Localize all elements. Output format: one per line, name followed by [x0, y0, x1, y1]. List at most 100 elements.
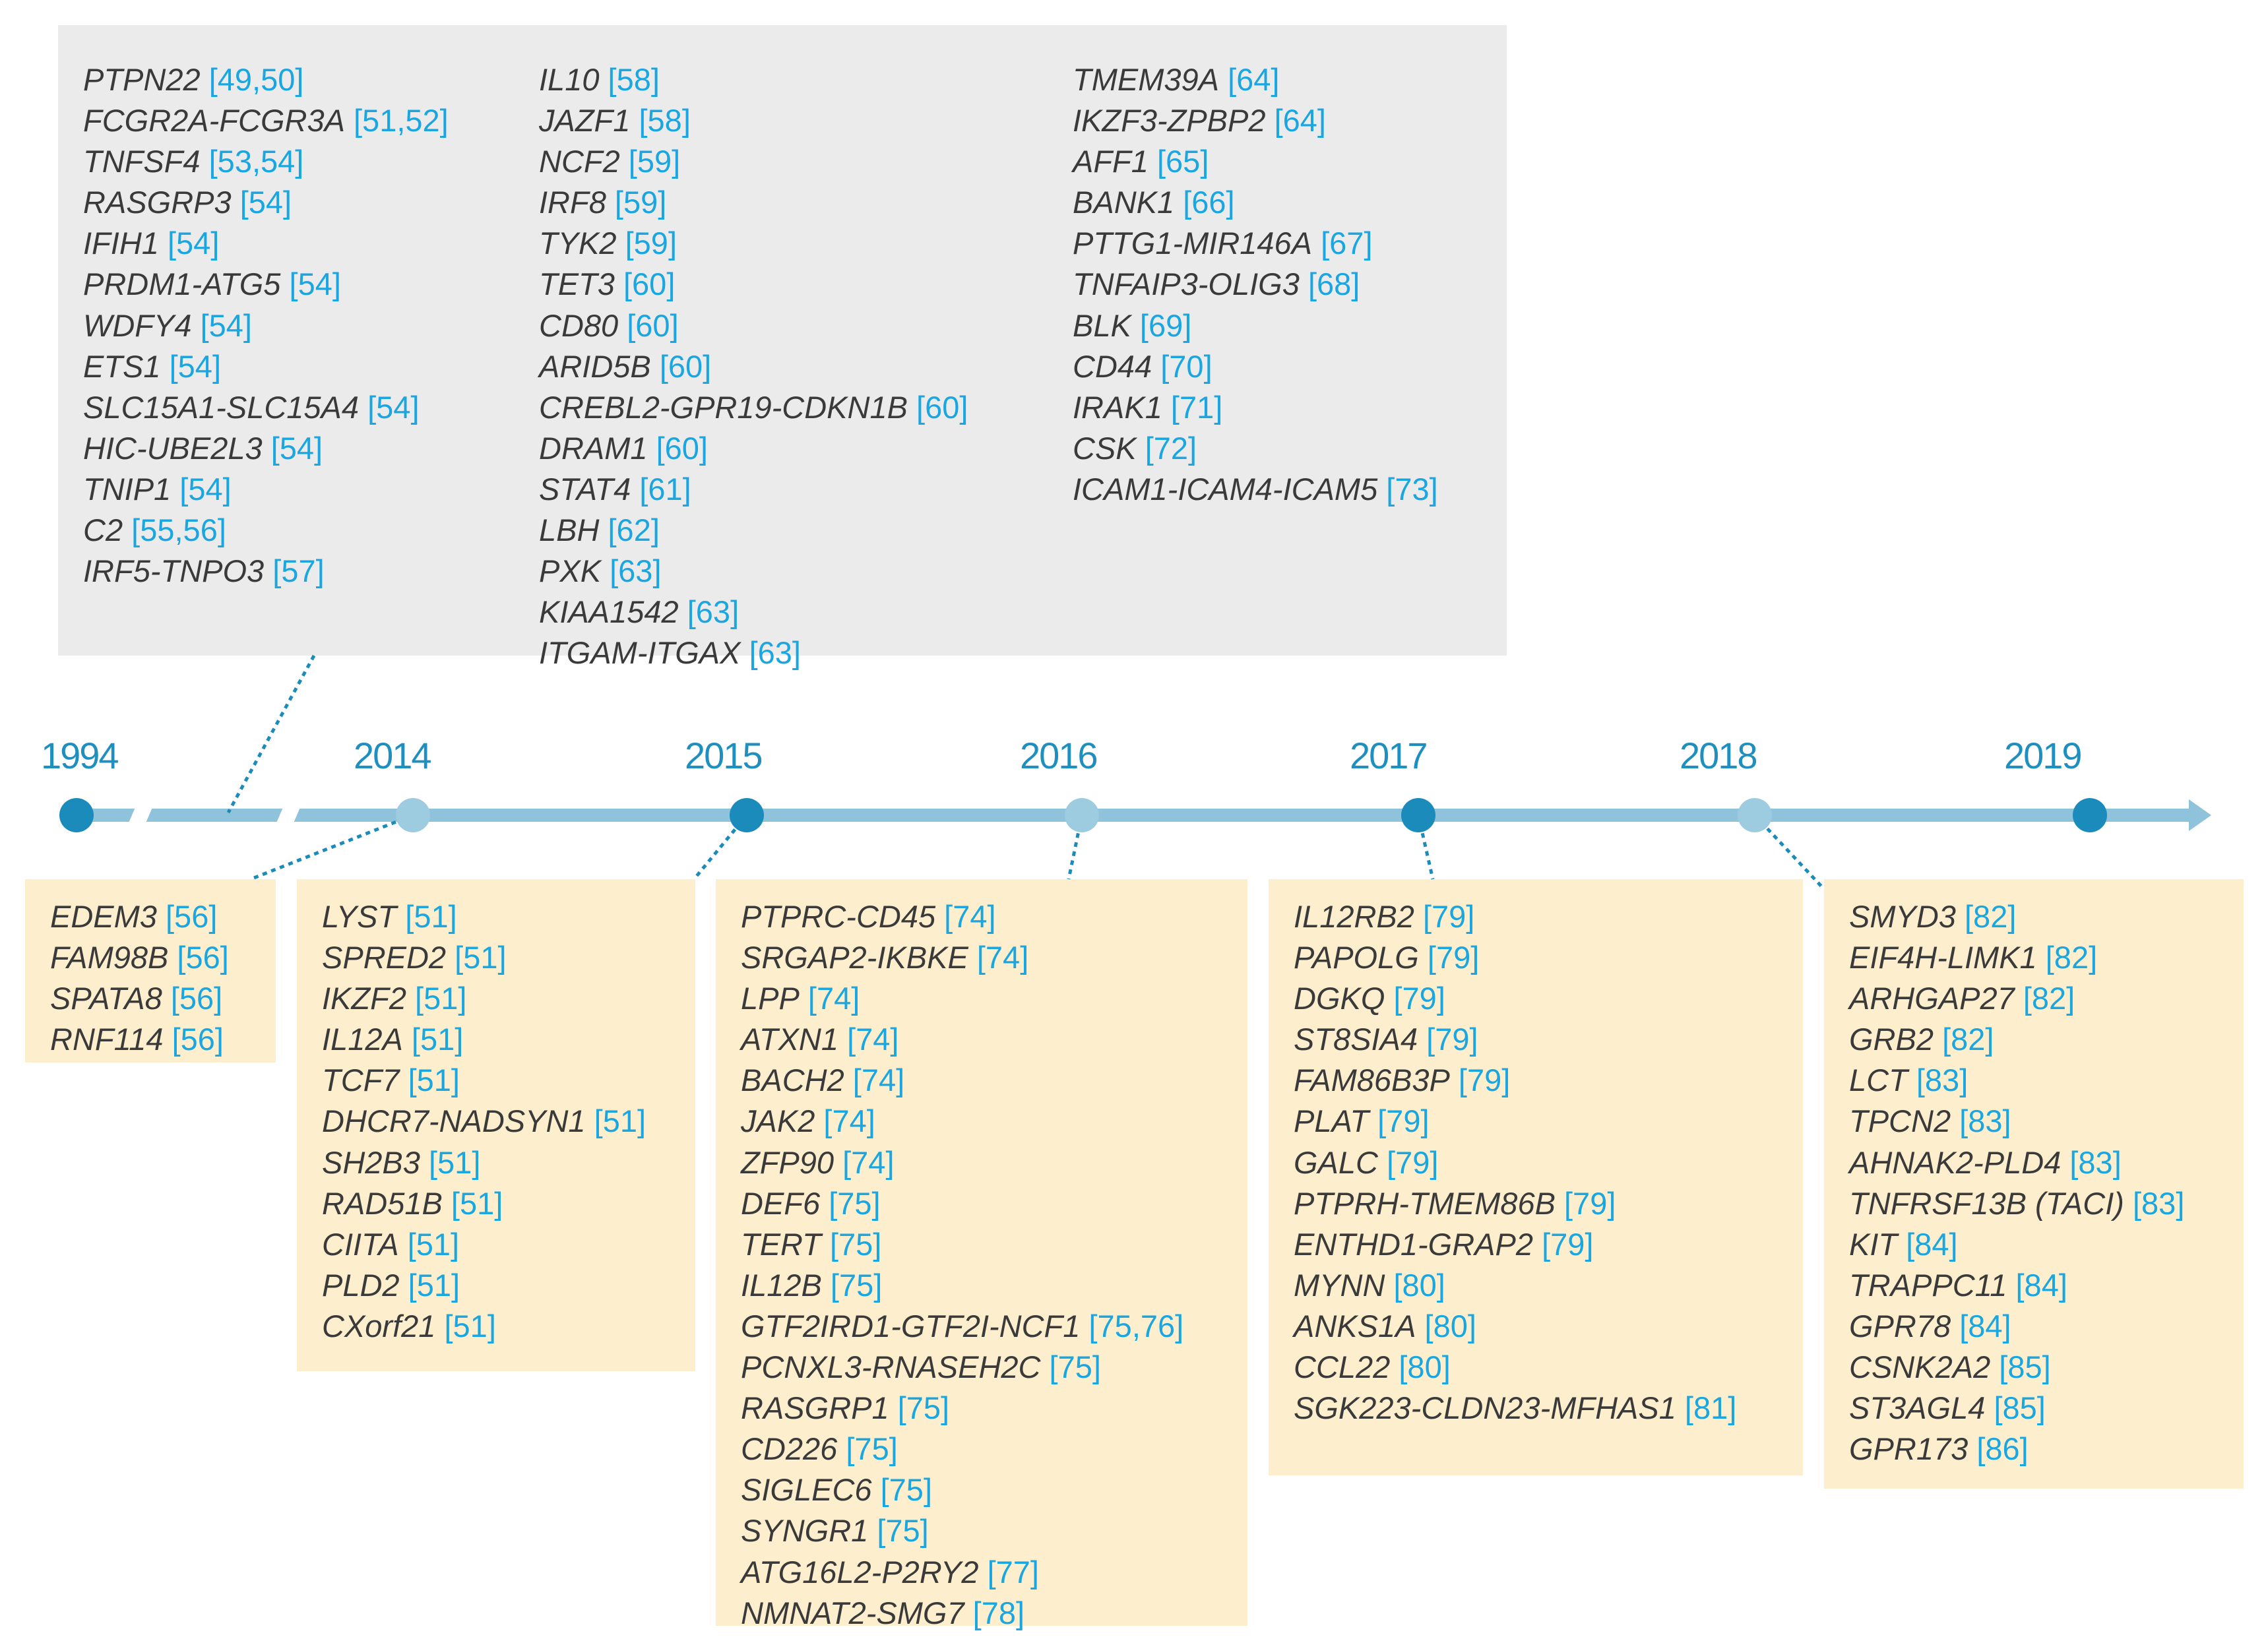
gene-box-2018: SMYD3 [82] EIF4H-LIMK1 [82] ARHGAP27 [82] G…: [1824, 879, 2244, 1489]
gene-box-2014-b: LYST [51] SPRED2 [51] IKZF2 [51] IL12A [51]…: [297, 879, 695, 1371]
connector-2018: [1753, 814, 1825, 890]
gene-entry: GTF2IRD1-GTF2I-NCF1 [75,76]: [741, 1306, 1183, 1347]
gene-entry: TNIP1 [54]: [83, 469, 449, 510]
gene-entry: STAT4 [61]: [539, 469, 968, 510]
reference-citation: [55,56]: [131, 512, 226, 548]
reference-citation: [67]: [1321, 226, 1373, 261]
gene-entry: IL12RB2 [79]: [1294, 896, 1736, 937]
gene-entry: ATXN1 [74]: [741, 1019, 1183, 1060]
year-label-2015: 2015: [685, 735, 763, 776]
reference-citation: [51]: [411, 1022, 464, 1057]
gene-name: TPCN2: [1849, 1103, 1951, 1139]
reference-citation: [74]: [944, 899, 996, 934]
reference-citation: [64]: [1274, 103, 1326, 139]
reference-citation: [51]: [451, 1185, 503, 1221]
gene-entry: PTTG1-MIR146A [67]: [1073, 223, 1438, 264]
gene-entry: SYNGR1 [75]: [741, 1510, 1183, 1551]
gene-name: IFIH1: [83, 226, 159, 261]
gene-entry: PRDM1-ATG5 [54]: [83, 264, 449, 305]
year-label-2018: 2018: [1680, 735, 1758, 776]
reference-citation: [83]: [2069, 1144, 2122, 1180]
reference-citation: [63]: [610, 553, 662, 589]
reference-citation: [51]: [408, 1267, 460, 1303]
gene-name: ZFP90: [741, 1144, 835, 1180]
reference-citation: [79]: [1458, 1063, 1511, 1098]
gene-list: LYST [51] SPRED2 [51] IKZF2 [51] IL12A [51]…: [322, 896, 646, 1347]
reference-citation: [79]: [1387, 1144, 1439, 1180]
gene-name: PAPOLG: [1294, 940, 1419, 975]
gene-name: STAT4: [539, 471, 631, 507]
reference-citation: [79]: [1542, 1226, 1594, 1262]
reference-citation: [79]: [1426, 1022, 1478, 1057]
gene-name: GALC: [1294, 1144, 1378, 1180]
reference-citation: [74]: [852, 1063, 905, 1098]
gene-name: TRAPPC11: [1849, 1267, 2007, 1303]
gene-name: CXorf21: [322, 1308, 436, 1344]
reference-citation: [51]: [407, 1226, 460, 1262]
gene-entry: PLAT [79]: [1294, 1101, 1736, 1142]
gene-name: AHNAK2-PLD4: [1849, 1144, 2062, 1180]
gene-entry: DGKQ [79]: [1294, 978, 1736, 1019]
gene-entry: ARHGAP27 [82]: [1849, 978, 2184, 1019]
gene-entry: KIT [84]: [1849, 1224, 2184, 1265]
gene-name: MYNN: [1294, 1267, 1385, 1303]
gene-name: PLD2: [322, 1267, 400, 1303]
gene-name: HIC-UBE2L3: [83, 430, 263, 466]
reference-citation: [85]: [1994, 1390, 2046, 1426]
gene-name: SMYD3: [1849, 899, 1956, 934]
gene-entry: NMNAT2-SMG7 [78]: [741, 1593, 1183, 1634]
year-label-2016: 2016: [1020, 735, 1098, 776]
gene-entry: ITGAM-ITGAX [63]: [539, 633, 968, 673]
gene-entry: CSK [72]: [1073, 428, 1438, 469]
gene-entry: EIF4H-LIMK1 [82]: [1849, 937, 2184, 978]
gene-entry: GPR78 [84]: [1849, 1306, 2184, 1347]
gene-name: SLC15A1-SLC15A4: [83, 389, 360, 425]
gene-name: LCT: [1849, 1063, 1908, 1098]
gene-list: IL12RB2 [79] PAPOLG [79] DGKQ [79] ST8SIA4 …: [1294, 896, 1736, 1429]
gene-entry: PCNXL3-RNASEH2C [75]: [741, 1347, 1183, 1388]
timeline-break: [276, 806, 301, 824]
gene-entry: RAD51B [51]: [322, 1183, 646, 1224]
reference-citation: [85]: [1999, 1349, 2051, 1385]
gene-name: ITGAM-ITGAX: [539, 635, 741, 671]
reference-citation: [82]: [1965, 899, 2017, 934]
gene-name: SGK223-CLDN23-MFHAS1: [1294, 1390, 1676, 1426]
reference-citation: [68]: [1307, 266, 1360, 302]
gene-entry: AHNAK2-PLD4 [83]: [1849, 1142, 2184, 1183]
gene-name: TCF7: [322, 1063, 400, 1098]
gene-entry: EDEM3 [56]: [50, 896, 229, 937]
gene-entry: RASGRP3 [54]: [83, 182, 449, 223]
gene-entry: TCF7 [51]: [322, 1060, 646, 1101]
gene-name: DEF6: [741, 1185, 821, 1221]
gene-name: BLK: [1073, 307, 1131, 343]
reference-citation: [77]: [987, 1554, 1039, 1590]
gene-name: RAD51B: [322, 1185, 443, 1221]
gene-entry: JAK2 [74]: [741, 1101, 1183, 1142]
gene-name: IKZF3-ZPBP2: [1073, 103, 1266, 139]
reference-citation: [63]: [687, 594, 740, 630]
gene-name: JAZF1: [539, 103, 631, 139]
gene-box-2016: PTPRC-CD45 [74] SRGAP2-IKBKE [74] LPP [74]…: [716, 879, 1247, 1630]
reference-citation: [56]: [170, 981, 223, 1016]
reference-citation: [75]: [830, 1267, 883, 1303]
gene-name: IL12RB2: [1294, 899, 1414, 934]
gene-entry: IL12A [51]: [322, 1019, 646, 1060]
gene-name: ICAM1-ICAM4-ICAM5: [1073, 471, 1378, 507]
gene-name: RNF114: [50, 1022, 164, 1057]
gene-entry: PAPOLG [79]: [1294, 937, 1736, 978]
gene-name: JAK2: [741, 1103, 815, 1139]
gene-name: IRF8: [539, 185, 606, 220]
year-label-2019: 2019: [2004, 735, 2083, 776]
gene-name: PTPRH-TMEM86B: [1294, 1185, 1556, 1221]
reference-citation: [61]: [639, 471, 691, 507]
gene-entry: IL12B [75]: [741, 1265, 1183, 1306]
gene-entry: TPCN2 [83]: [1849, 1101, 2184, 1142]
gene-entry: SPATA8 [56]: [50, 978, 229, 1019]
gene-entry: ATG16L2-P2RY2 [77]: [741, 1552, 1183, 1593]
gene-name: LYST: [322, 899, 397, 934]
gene-entry: BLK [69]: [1073, 305, 1438, 346]
reference-citation: [56]: [177, 940, 229, 975]
gene-entry: ZFP90 [74]: [741, 1142, 1183, 1183]
gene-entry: RASGRP1 [75]: [741, 1388, 1183, 1429]
gene-entry: SGK223-CLDN23-MFHAS1 [81]: [1294, 1388, 1736, 1429]
